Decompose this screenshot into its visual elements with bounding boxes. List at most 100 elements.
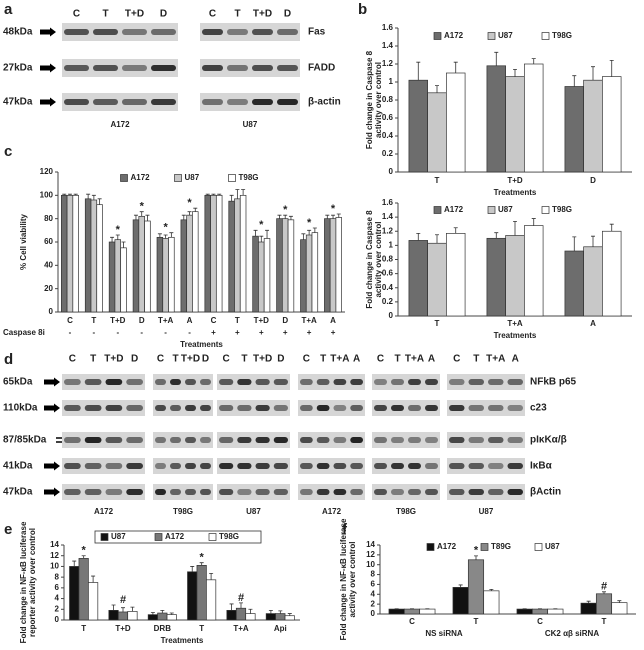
bar bbox=[108, 241, 116, 313]
error-bar bbox=[111, 604, 116, 611]
y-tick-label: 2 bbox=[55, 604, 60, 613]
blot-band bbox=[219, 437, 234, 443]
y-tick-label: 14 bbox=[50, 540, 59, 549]
error-bar bbox=[572, 236, 577, 252]
error-bar bbox=[494, 232, 499, 239]
y-tick-label: 2 bbox=[371, 599, 376, 608]
legend-label: A172 bbox=[165, 532, 185, 541]
error-bar bbox=[572, 75, 577, 87]
x-tick-label: DRB bbox=[154, 624, 172, 633]
blot-band bbox=[200, 379, 211, 385]
arrow bbox=[40, 97, 56, 107]
kda-label: 27kDa bbox=[3, 63, 33, 74]
bar bbox=[467, 559, 485, 615]
x-tick-label: D bbox=[139, 316, 145, 325]
y-tick-label: 120 bbox=[40, 167, 54, 176]
blot-band bbox=[185, 489, 196, 495]
cell-line-label: A172 bbox=[110, 120, 130, 129]
blot-band bbox=[200, 489, 211, 495]
y-tick-label: 1.2 bbox=[382, 226, 394, 235]
error-bar bbox=[157, 233, 162, 238]
blot-strip bbox=[62, 400, 145, 416]
blot-band bbox=[507, 405, 523, 411]
blot-band bbox=[126, 379, 143, 385]
blot-band bbox=[237, 437, 252, 443]
legend-label: A172 bbox=[131, 173, 151, 182]
bar bbox=[452, 587, 469, 615]
y-tick-label: 8 bbox=[371, 570, 376, 579]
error-bar bbox=[331, 214, 336, 219]
error-bar bbox=[67, 193, 72, 196]
bar bbox=[258, 241, 265, 313]
legend-swatch bbox=[480, 543, 489, 551]
bar bbox=[88, 582, 99, 621]
lane-label: T bbox=[90, 354, 96, 365]
blot-band bbox=[488, 379, 504, 385]
blot-band bbox=[273, 463, 288, 469]
lane-label: D bbox=[284, 9, 291, 20]
blot-band bbox=[333, 489, 347, 495]
lane-label: D bbox=[160, 9, 167, 20]
bar bbox=[69, 566, 80, 621]
x-tick-label: C bbox=[67, 316, 73, 325]
blot-band bbox=[170, 405, 181, 411]
x-tick-label: T+D bbox=[507, 176, 523, 185]
bar bbox=[408, 240, 428, 317]
bar bbox=[611, 602, 628, 615]
error-bar bbox=[235, 189, 240, 199]
panel-letter: e bbox=[4, 521, 12, 538]
error-bar bbox=[91, 575, 96, 583]
blot-band bbox=[93, 99, 118, 105]
blot-strip bbox=[298, 458, 365, 474]
y-tick-label: 1.4 bbox=[382, 41, 394, 50]
x-tick-label: T+D bbox=[115, 624, 131, 633]
significance-marker: * bbox=[116, 224, 121, 236]
x-tick-label: A bbox=[330, 316, 336, 325]
bar bbox=[180, 219, 188, 313]
error-bar bbox=[513, 69, 517, 77]
bar bbox=[60, 194, 68, 313]
blot-band bbox=[316, 489, 330, 495]
legend-swatch bbox=[228, 174, 236, 182]
error-bar bbox=[474, 555, 478, 560]
blot-band bbox=[170, 463, 181, 469]
lane-label: T+D bbox=[104, 354, 123, 365]
bar bbox=[602, 76, 622, 173]
error-bar bbox=[325, 214, 330, 219]
bar bbox=[215, 194, 223, 313]
error-bar bbox=[248, 608, 253, 614]
caspase-sign: + bbox=[235, 328, 240, 337]
blot-band bbox=[273, 437, 288, 443]
error-bar bbox=[259, 235, 264, 242]
bar bbox=[275, 613, 286, 621]
blot-band bbox=[333, 379, 347, 385]
blot-strip bbox=[372, 458, 440, 474]
blot-strip bbox=[62, 458, 145, 474]
y-tick-label: 0 bbox=[55, 615, 60, 624]
blot-band bbox=[64, 65, 89, 71]
blot-band bbox=[350, 437, 363, 443]
blot-band bbox=[202, 99, 223, 105]
bar bbox=[486, 65, 506, 173]
blot-band bbox=[374, 379, 387, 385]
bar bbox=[78, 558, 89, 621]
cell-line-label: A172 bbox=[94, 507, 114, 516]
blot-strip bbox=[62, 59, 178, 77]
blot-band bbox=[507, 489, 523, 495]
error-bar bbox=[278, 610, 283, 614]
bar bbox=[90, 199, 98, 313]
y-tick-label: 4 bbox=[55, 594, 60, 603]
y-tick-label: 0.2 bbox=[382, 297, 394, 306]
x-tick-label: C bbox=[409, 617, 415, 626]
error-bar bbox=[130, 606, 135, 612]
blot-band bbox=[252, 65, 273, 71]
blot-band bbox=[227, 99, 248, 105]
caspase-sign: + bbox=[211, 328, 216, 337]
blot-band bbox=[155, 489, 166, 495]
bar bbox=[117, 611, 129, 621]
y-tick-label: 40 bbox=[44, 260, 53, 269]
blot-strip bbox=[372, 484, 440, 500]
lane-label: T+D bbox=[181, 354, 200, 365]
error-bar bbox=[277, 214, 282, 219]
y-axis-label: activity over control bbox=[348, 541, 357, 617]
